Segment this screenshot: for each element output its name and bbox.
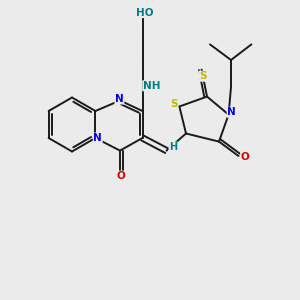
Text: NH: NH	[143, 81, 160, 91]
Text: H: H	[169, 142, 177, 152]
Text: O: O	[116, 171, 125, 181]
Text: N: N	[227, 107, 236, 117]
Text: N: N	[93, 133, 102, 143]
Text: O: O	[241, 152, 250, 162]
Text: HO: HO	[136, 8, 154, 18]
Text: S: S	[170, 99, 178, 109]
Text: S: S	[199, 71, 206, 81]
Text: N: N	[115, 94, 124, 104]
